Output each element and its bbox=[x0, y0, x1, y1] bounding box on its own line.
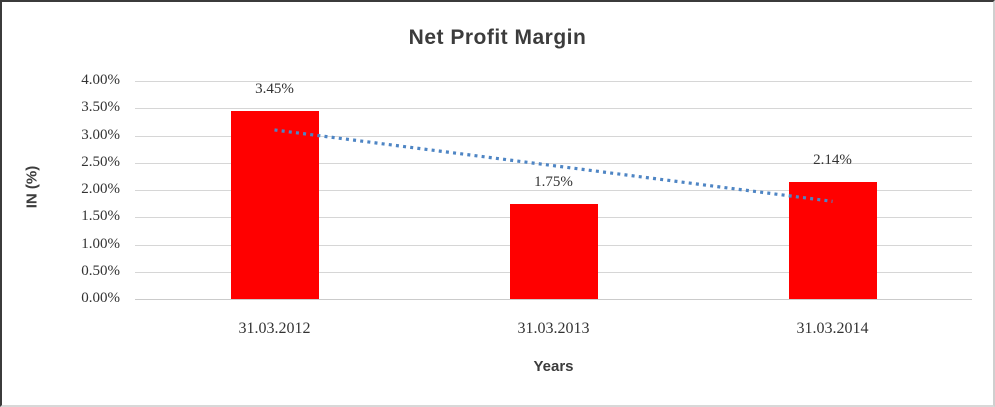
y-tick-label: 1.00% bbox=[81, 235, 120, 252]
bar-31.03.2013 bbox=[509, 203, 598, 299]
y-tick-label: 3.00% bbox=[81, 126, 120, 143]
y-tick-label: 0.00% bbox=[81, 290, 120, 306]
y-tick-label: 0.50% bbox=[81, 262, 120, 279]
data-label: 2.14% bbox=[813, 152, 852, 169]
data-label: 3.45% bbox=[255, 80, 294, 97]
data-label: 1.75% bbox=[534, 173, 573, 190]
bar-31.03.2014 bbox=[788, 182, 877, 299]
y-tick-label: 3.50% bbox=[81, 99, 120, 116]
y-tick-label: 2.50% bbox=[81, 153, 120, 170]
x-axis-title: Years bbox=[533, 358, 574, 375]
gridline bbox=[135, 108, 972, 110]
bar-31.03.2012 bbox=[230, 110, 319, 299]
x-tick-label: 31.03.2013 bbox=[517, 320, 590, 337]
chart-title: Net Profit Margin bbox=[408, 26, 587, 49]
y-tick-label: 4.00% bbox=[81, 72, 120, 88]
x-tick-label: 31.03.2012 bbox=[238, 320, 311, 337]
gridline bbox=[135, 81, 972, 82]
gridline bbox=[135, 299, 972, 300]
y-tick-label: 1.50% bbox=[81, 208, 120, 225]
x-tick-label: 31.03.2014 bbox=[796, 320, 869, 337]
y-tick-label: 2.00% bbox=[81, 181, 120, 197]
